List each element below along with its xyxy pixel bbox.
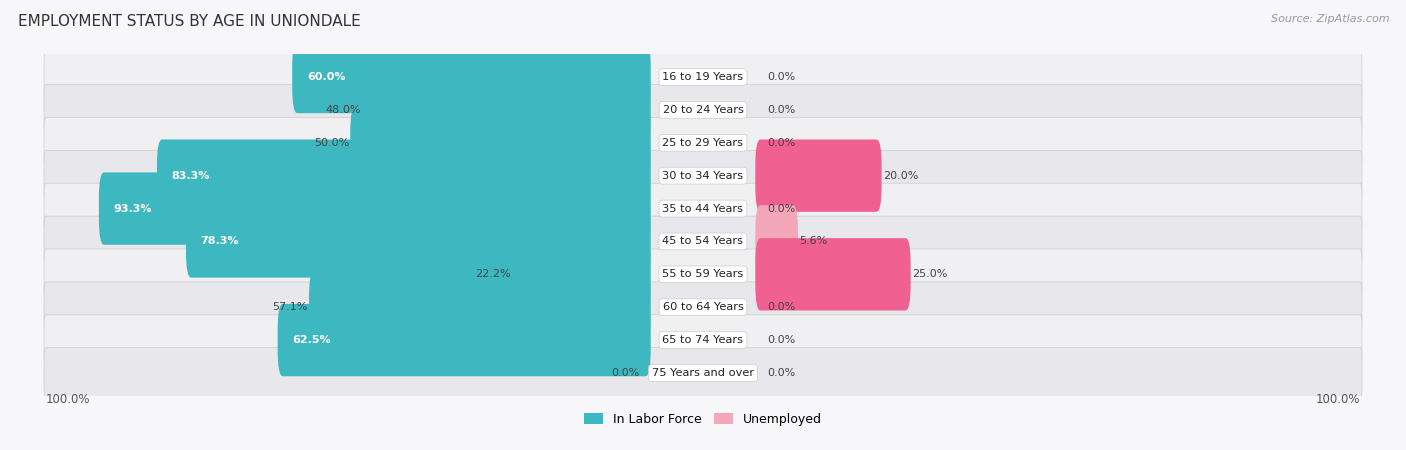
FancyBboxPatch shape	[277, 304, 651, 376]
Text: 57.1%: 57.1%	[273, 302, 308, 312]
Text: 0.0%: 0.0%	[766, 302, 794, 312]
Text: 0.0%: 0.0%	[766, 138, 794, 148]
Text: 65 to 74 Years: 65 to 74 Years	[662, 335, 744, 345]
Text: 0.0%: 0.0%	[766, 105, 794, 115]
FancyBboxPatch shape	[186, 205, 651, 278]
Legend: In Labor Force, Unemployed: In Labor Force, Unemployed	[579, 408, 827, 431]
Text: 0.0%: 0.0%	[766, 203, 794, 214]
FancyBboxPatch shape	[157, 140, 651, 212]
FancyBboxPatch shape	[44, 85, 1362, 135]
Text: 78.3%: 78.3%	[201, 236, 239, 247]
FancyBboxPatch shape	[44, 282, 1362, 333]
FancyBboxPatch shape	[361, 74, 651, 146]
Text: 100.0%: 100.0%	[46, 393, 90, 406]
Text: 0.0%: 0.0%	[766, 335, 794, 345]
Text: 30 to 34 Years: 30 to 34 Years	[662, 171, 744, 180]
Text: 25 to 29 Years: 25 to 29 Years	[662, 138, 744, 148]
FancyBboxPatch shape	[755, 205, 799, 278]
Text: 0.0%: 0.0%	[766, 368, 794, 378]
FancyBboxPatch shape	[98, 172, 651, 245]
Text: 100.0%: 100.0%	[1316, 393, 1360, 406]
Text: 25.0%: 25.0%	[912, 270, 948, 279]
FancyBboxPatch shape	[755, 140, 882, 212]
FancyBboxPatch shape	[44, 249, 1362, 300]
Text: 60.0%: 60.0%	[307, 72, 346, 82]
FancyBboxPatch shape	[292, 41, 651, 113]
Text: 93.3%: 93.3%	[114, 203, 152, 214]
FancyBboxPatch shape	[44, 52, 1362, 102]
Text: 0.0%: 0.0%	[766, 72, 794, 82]
FancyBboxPatch shape	[44, 117, 1362, 168]
Text: 50.0%: 50.0%	[314, 138, 349, 148]
FancyBboxPatch shape	[44, 150, 1362, 201]
Text: 75 Years and over: 75 Years and over	[652, 368, 754, 378]
Text: 55 to 59 Years: 55 to 59 Years	[662, 270, 744, 279]
Text: 35 to 44 Years: 35 to 44 Years	[662, 203, 744, 214]
Text: 20 to 24 Years: 20 to 24 Years	[662, 105, 744, 115]
Text: 5.6%: 5.6%	[799, 236, 828, 247]
Text: 20.0%: 20.0%	[883, 171, 918, 180]
FancyBboxPatch shape	[44, 348, 1362, 398]
Text: 45 to 54 Years: 45 to 54 Years	[662, 236, 744, 247]
Text: 22.2%: 22.2%	[475, 270, 510, 279]
Text: 16 to 19 Years: 16 to 19 Years	[662, 72, 744, 82]
Text: 0.0%: 0.0%	[612, 368, 640, 378]
FancyBboxPatch shape	[350, 107, 651, 179]
FancyBboxPatch shape	[755, 238, 911, 310]
Text: 62.5%: 62.5%	[292, 335, 330, 345]
Text: 83.3%: 83.3%	[172, 171, 209, 180]
FancyBboxPatch shape	[512, 238, 651, 310]
Text: EMPLOYMENT STATUS BY AGE IN UNIONDALE: EMPLOYMENT STATUS BY AGE IN UNIONDALE	[18, 14, 361, 28]
Text: Source: ZipAtlas.com: Source: ZipAtlas.com	[1271, 14, 1389, 23]
FancyBboxPatch shape	[44, 183, 1362, 234]
FancyBboxPatch shape	[44, 216, 1362, 267]
FancyBboxPatch shape	[309, 271, 651, 343]
Text: 60 to 64 Years: 60 to 64 Years	[662, 302, 744, 312]
FancyBboxPatch shape	[44, 315, 1362, 365]
Text: 48.0%: 48.0%	[325, 105, 360, 115]
